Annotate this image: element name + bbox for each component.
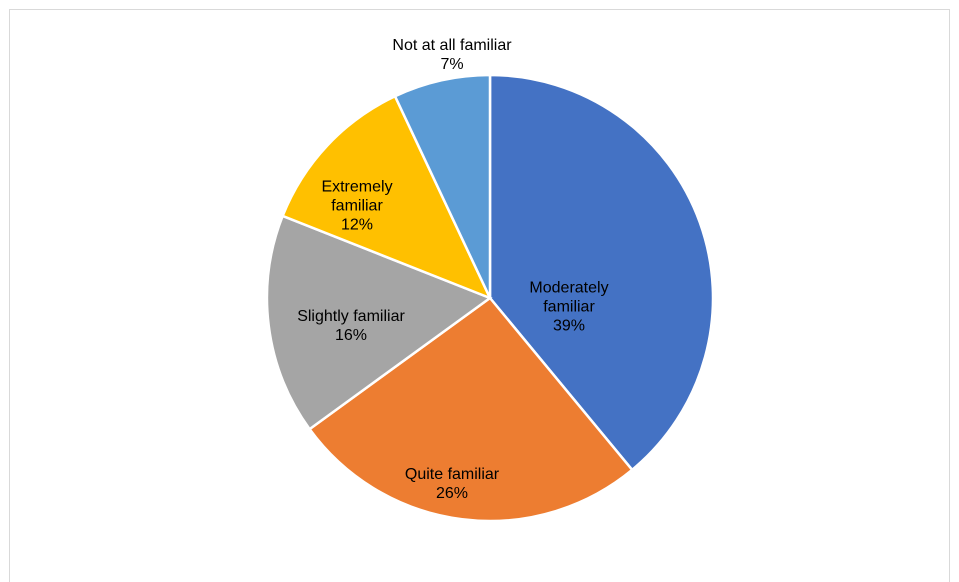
pie-slice (281, 94, 493, 301)
category-label: Extremely familiar (321, 178, 393, 215)
chart-border (9, 9, 950, 582)
value-label: 16% (334, 327, 368, 344)
pie-slice (488, 73, 715, 472)
category-label: Not at all familiar (392, 37, 512, 54)
data-label: Extremely familiar 12% (312, 178, 402, 235)
value-label: 26% (435, 485, 469, 502)
pie-slice (307, 296, 634, 523)
category-label: Quite familiar (404, 466, 500, 483)
value-label: 7% (440, 56, 464, 73)
pie-slice (265, 214, 493, 431)
pie-slice (393, 73, 492, 299)
category-label: Slightly familiar (297, 308, 405, 325)
category-label: Moderately familiar (529, 279, 609, 316)
data-label: Slightly familiar 16% (271, 307, 431, 345)
value-label: 39% (552, 317, 586, 335)
data-label: Not at all familiar 7% (352, 36, 552, 74)
value-label: 12% (340, 216, 374, 234)
data-label: Quite familiar 26% (382, 465, 522, 503)
data-label: Moderately familiar 39% (514, 279, 624, 336)
